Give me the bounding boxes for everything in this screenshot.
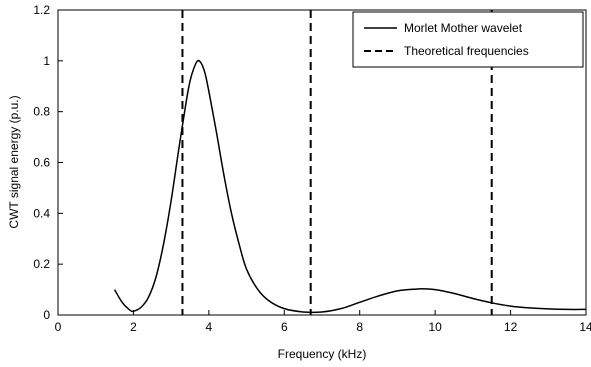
x-tick-label: 14 <box>579 320 591 334</box>
y-tick-label: 1 <box>43 54 50 68</box>
x-axis-ticks: 0 2 4 6 8 10 12 14 <box>55 310 591 334</box>
series-morlet-line <box>113 59 587 314</box>
x-tick-label: 2 <box>130 320 137 334</box>
x-tick-label: 4 <box>206 320 213 334</box>
y-tick-label: 0.8 <box>33 105 50 119</box>
x-axis-label: Frequency (kHz) <box>278 347 367 361</box>
x-tick-label: 12 <box>504 320 518 334</box>
y-axis-label: CWT signal energy (p.u.) <box>7 95 21 228</box>
legend-label-morlet: Morlet Mother wavelet <box>404 21 523 35</box>
y-axis-ticks: 0 0.2 0.4 0.6 0.8 1 1.2 <box>33 3 63 322</box>
theoretical-frequency-lines <box>181 10 493 315</box>
legend: Morlet Mother wavelet Theoretical freque… <box>352 11 584 68</box>
series-layer <box>113 59 587 314</box>
x-tick-label: 6 <box>281 320 288 334</box>
y-tick-label: 0.6 <box>33 156 50 170</box>
x-tick-label: 0 <box>55 320 62 334</box>
y-tick-label: 0.2 <box>33 257 50 271</box>
y-tick-label: 0.4 <box>33 206 50 220</box>
x-tick-label: 10 <box>428 320 442 334</box>
legend-label-theoretical: Theoretical frequencies <box>404 44 529 58</box>
legend-box <box>352 11 584 68</box>
y-tick-label: 1.2 <box>33 3 50 17</box>
x-tick-label: 8 <box>356 320 363 334</box>
y-tick-label: 0 <box>43 308 50 322</box>
